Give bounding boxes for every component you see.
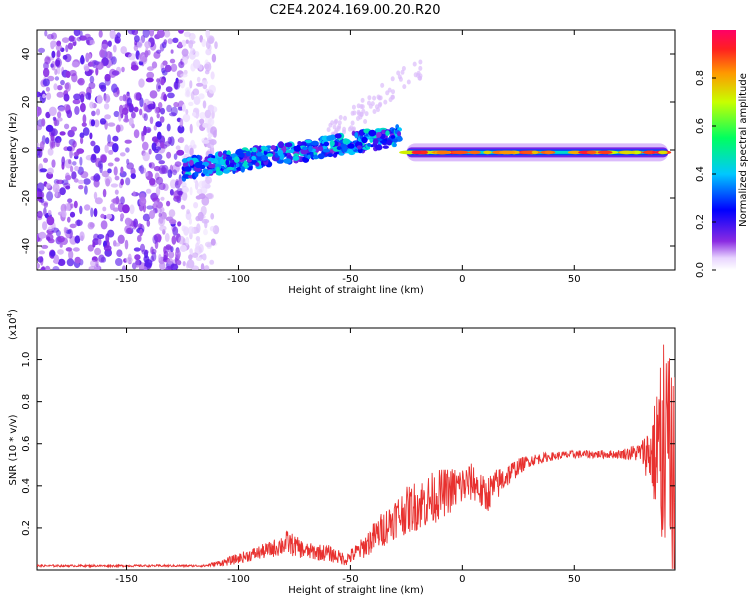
snr-y-ticks: 0.2 0.4 0.6 0.8 1.0 bbox=[21, 352, 675, 536]
snr-x-tick-label: -100 bbox=[227, 574, 250, 585]
snr-y-label: SNR (10 * v/v) bbox=[8, 414, 19, 485]
snr-x-tick-label: -50 bbox=[342, 574, 358, 585]
spectrogram-x-tick-label: -100 bbox=[227, 274, 250, 285]
spectrogram-x-tick-label: 50 bbox=[568, 274, 581, 285]
snr-y-tick-label: 0.6 bbox=[21, 436, 32, 452]
snr-x-tick-label: 0 bbox=[459, 574, 465, 585]
snr-y-tick-label: 0.2 bbox=[21, 520, 32, 536]
snr-y-tick-label: 0.4 bbox=[21, 478, 32, 494]
spectrogram-x-ticks: -150 -100 -50 0 50 bbox=[115, 30, 581, 285]
spectrogram-marks bbox=[37, 30, 672, 270]
spectrogram-y-tick-label: 20 bbox=[21, 96, 32, 109]
snr-y-tick-label: 0.8 bbox=[21, 394, 32, 410]
colorbar: 0.0 0.2 0.4 0.6 0.8 Normalized spectral ampl… bbox=[695, 30, 749, 278]
colorbar-tick-label: 0.8 bbox=[695, 70, 706, 86]
snr-x-ticks: -150 -100 -50 0 50 bbox=[115, 328, 581, 585]
colorbar-gradient bbox=[712, 30, 736, 270]
snr-y-tick-label: 1.0 bbox=[21, 352, 32, 368]
snr-x-tick-label: -150 bbox=[115, 574, 138, 585]
colorbar-tick-label: 0.2 bbox=[695, 214, 706, 230]
snr-marks bbox=[37, 344, 675, 569]
snr-multiplier: (x104) bbox=[6, 309, 19, 340]
colorbar-ticks: 0.0 0.2 0.4 0.6 0.8 bbox=[695, 70, 716, 278]
snr-x-label: Height of straight line (km) bbox=[288, 585, 424, 596]
snr-panel: -150 -100 -50 0 50 0.2 0.4 0.6 0.8 1.0 Height of… bbox=[6, 309, 676, 596]
colorbar-label: Normalized spectral amplitude bbox=[738, 73, 749, 227]
snr-x-tick-label: 50 bbox=[568, 574, 581, 585]
colorbar-tick-label: 0.4 bbox=[695, 166, 706, 182]
spectrogram-y-tick-label: -20 bbox=[21, 190, 32, 206]
spectrogram-y-tick-label: 40 bbox=[21, 48, 32, 61]
chart-title: C2E4.2024.169.00.20.R20 bbox=[269, 3, 440, 18]
spectrogram-x-tick-label: 0 bbox=[459, 274, 465, 285]
spectrogram-panel: -150 -100 -50 0 50 -40 -20 0 20 40 Height of str… bbox=[8, 29, 676, 296]
snr-multiplier-base: (x104) bbox=[6, 309, 19, 340]
spectrogram-x-tick-label: -50 bbox=[342, 274, 358, 285]
colorbar-tick-label: 0.6 bbox=[695, 118, 706, 134]
colorbar-tick-label: 0.0 bbox=[695, 262, 706, 278]
spectrogram-y-tick-label: -40 bbox=[21, 238, 32, 254]
spectrogram-x-tick-label: -150 bbox=[115, 274, 138, 285]
snr-frame bbox=[36, 327, 676, 571]
spectrogram-y-ticks: -40 -20 0 20 40 bbox=[21, 48, 675, 254]
spectrogram-y-tick-label: 0 bbox=[21, 147, 32, 153]
spectrogram-x-label: Height of straight line (km) bbox=[288, 285, 424, 296]
spectrogram-y-label: Frequency (Hz) bbox=[8, 112, 19, 188]
